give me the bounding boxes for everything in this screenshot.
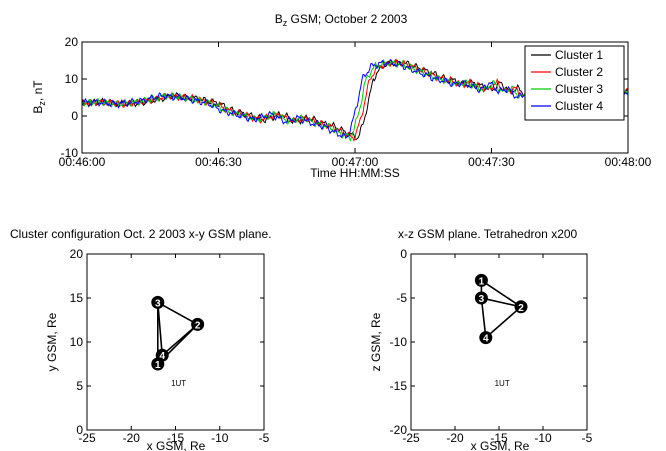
- y-tick-label: -10: [61, 146, 79, 160]
- y-tick-label: 20: [65, 35, 79, 49]
- xz-x-axis-label: x GSM, Re: [471, 439, 530, 451]
- x-tick-label: -20: [123, 431, 141, 445]
- spacecraft-point-4: 4: [155, 348, 169, 362]
- spacecraft-number: 3: [155, 298, 161, 309]
- legend: Cluster 1 Cluster 2 Cluster 3 Cluster 4: [524, 45, 625, 121]
- y-tick-label: -15: [390, 379, 408, 393]
- spacecraft-marker: [151, 295, 165, 309]
- tetrahedron-edge: [480, 279, 522, 308]
- x-tick-label: -5: [259, 431, 270, 445]
- y-tick-label: 20: [70, 247, 84, 261]
- spacecraft-point-2: 2: [514, 300, 528, 314]
- y-tick-label: 5: [76, 379, 83, 393]
- x-tick-label: 00:46:30: [195, 155, 242, 169]
- spacecraft-marker: [191, 317, 205, 331]
- x-tick-label: 00:48:00: [605, 155, 652, 169]
- xy-spacecraft-points: 1 2 3 4: [151, 295, 205, 371]
- xy-x-axis-label: x GSM, Re: [147, 439, 206, 451]
- x-tick-label: -20: [446, 431, 464, 445]
- spacecraft-point-3: 3: [151, 295, 165, 309]
- spacecraft-point-4: 4: [479, 331, 493, 345]
- tetrahedron-edge: [161, 323, 199, 356]
- top-axis-ticks: 00:46:00 00:46:30 00:47:00 00:47:30 00:48:00…: [59, 35, 652, 169]
- tetrahedron-edge: [157, 301, 199, 326]
- tetrahedron-edge: [157, 302, 164, 356]
- xz-chart-title: x-z GSM plane. Tetrahedron x200: [398, 227, 578, 241]
- spacecraft-marker: [479, 331, 493, 345]
- y-tick-label: -5: [396, 291, 407, 305]
- y-tick-label: 0: [400, 247, 407, 261]
- legend-label: Cluster 1: [555, 48, 603, 62]
- x-tick-label: -25: [78, 431, 96, 445]
- xz-axis-ticks: -25 -20 -15 -10 -5-20-15-10-50: [390, 247, 593, 445]
- y-tick-label: 15: [70, 291, 84, 305]
- xy-time-annotation: 1UT: [171, 379, 186, 388]
- spacecraft-marker: [474, 273, 488, 287]
- x-tick-label: -15: [167, 431, 185, 445]
- tetrahedron-edge: [485, 306, 522, 339]
- spacecraft-number: 3: [479, 294, 485, 305]
- spacecraft-point-1: 1: [474, 273, 488, 287]
- spacecraft-number: 1: [479, 276, 485, 287]
- legend-label: Cluster 3: [555, 82, 603, 96]
- x-tick-label: -25: [402, 431, 420, 445]
- y-tick-label: -10: [390, 335, 408, 349]
- legend-box: [524, 45, 625, 121]
- xy-chart-title: Cluster configuration Oct. 2 2003 x-y GS…: [10, 227, 271, 241]
- xy-y-axis-label: y GSM, Re: [45, 312, 59, 371]
- spacecraft-number: 2: [195, 320, 201, 331]
- xy-configuration-chart: Cluster configuration Oct. 2 2003 x-y GS…: [10, 227, 271, 451]
- bz-timeseries-chart: Bz GSM; October 2 2003 00:46:00 00:46:30 0…: [31, 12, 652, 180]
- xy-plot-frame: [86, 253, 265, 431]
- xy-axis-ticks: -25 -20 -15 -10 -5 0 5 10 15 20: [70, 247, 270, 445]
- xz-time-annotation: 1UT: [495, 379, 510, 388]
- legend-label: Cluster 2: [555, 65, 603, 79]
- spacecraft-marker: [155, 348, 169, 362]
- y-tick-label: 0: [71, 109, 78, 123]
- y-tick-label: 10: [65, 72, 79, 86]
- x-axis-label: Time HH:MM:SS: [310, 166, 400, 180]
- x-tick-label: -10: [534, 431, 552, 445]
- tetrahedron-edge: [481, 297, 522, 308]
- spacecraft-point-3: 3: [474, 291, 488, 305]
- y-axis-label: Bz, nT: [31, 80, 47, 114]
- x-tick-label: 00:46:00: [59, 155, 106, 169]
- xz-plot-frame: [410, 253, 588, 431]
- spacecraft-marker: [514, 300, 528, 314]
- spacecraft-point-2: 2: [191, 317, 205, 331]
- spacecraft-number: 4: [483, 334, 489, 345]
- top-plot-frame: [81, 41, 629, 154]
- xz-configuration-chart: x-z GSM plane. Tetrahedron x200 -25 -20 -1…: [369, 227, 593, 451]
- x-tick-label: 00:47:00: [332, 155, 379, 169]
- y-tick-label: 10: [70, 335, 84, 349]
- x-tick-label: -10: [211, 431, 229, 445]
- spacecraft-number: 1: [155, 360, 161, 371]
- x-tick-label: -15: [490, 431, 508, 445]
- spacecraft-number: 4: [159, 351, 165, 362]
- xz-y-axis-label: z GSM, Re: [369, 312, 383, 371]
- legend-label: Cluster 4: [555, 99, 603, 113]
- spacecraft-number: 2: [518, 303, 524, 314]
- x-tick-label: 00:47:30: [468, 155, 515, 169]
- x-tick-label: -5: [582, 431, 593, 445]
- xz-spacecraft-points: 1 2 3 4: [474, 273, 528, 345]
- tetrahedron-edge: [480, 297, 487, 338]
- y-tick-label: -20: [390, 423, 408, 437]
- spacecraft-marker: [474, 291, 488, 305]
- y-tick-label: 0: [76, 423, 83, 437]
- chart-title: Bz GSM; October 2 2003: [275, 12, 408, 28]
